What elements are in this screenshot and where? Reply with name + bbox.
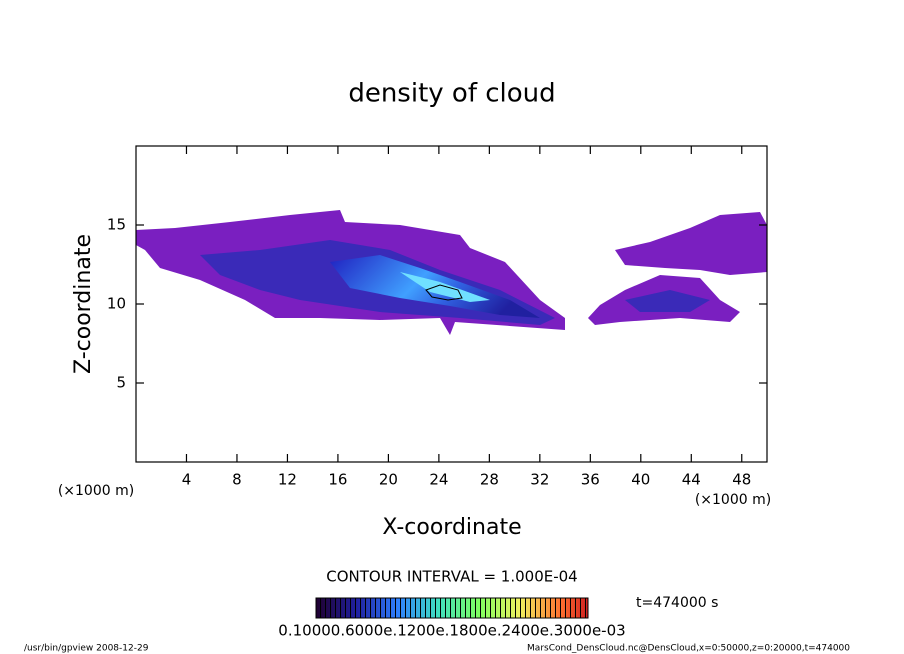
cloud-region	[400, 272, 490, 302]
footer: /usr/bin/gpview 2008-12-29	[24, 644, 149, 654]
cloud-region	[625, 290, 710, 312]
x-tick-label: 32	[530, 471, 549, 489]
cloud-field	[136, 210, 767, 335]
x-tick-label: 12	[278, 471, 297, 489]
x-tick-label: 36	[581, 471, 600, 489]
chart-title: density of cloud	[348, 79, 555, 109]
y-tick-label: 5	[116, 374, 126, 392]
footer: MarsCond_DensCloud.nc@DensCloud,x=0:5000…	[527, 644, 850, 654]
x-tick-label: 8	[232, 471, 242, 489]
colorbar-lines	[315, 597, 589, 619]
x-tick-label: 44	[682, 471, 701, 489]
x-tick-label: 48	[732, 471, 751, 489]
y-tick-label: 15	[107, 216, 126, 234]
y-tick-label: 10	[107, 295, 126, 313]
x-tick-label: 24	[429, 471, 448, 489]
x-tick-label: 28	[480, 471, 499, 489]
cloud-region	[615, 212, 767, 275]
x-axis-label: X-coordinate	[382, 515, 521, 540]
colorbar-labels: 0.10000.6000e.1200e.1800e.2400e.3000e-03	[278, 622, 625, 640]
x-tick-label: 20	[379, 471, 398, 489]
cloud-contour	[425, 284, 463, 301]
y-axis-label: Z-coordinate	[71, 234, 96, 374]
x-unit-label: (×1000 m)	[695, 492, 771, 508]
x-unit-label: (×1000 m)	[58, 483, 134, 499]
x-tick-label: 4	[182, 471, 192, 489]
contour-interval: CONTOUR INTERVAL = 1.000E-04	[326, 568, 577, 586]
x-tick-label: 40	[631, 471, 650, 489]
x-tick-label: 16	[328, 471, 347, 489]
time-label: t=474000 s	[636, 595, 718, 611]
